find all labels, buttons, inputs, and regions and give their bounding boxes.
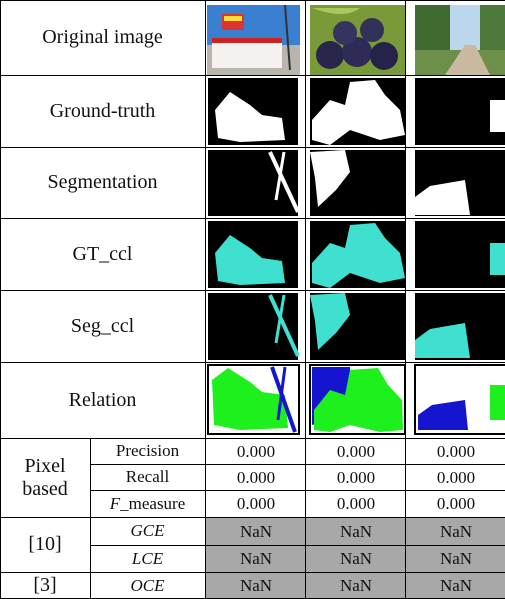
row-label: GT_ccl bbox=[0, 218, 205, 290]
metric-name: Recall bbox=[90, 464, 205, 490]
metric-value: NaN bbox=[206, 573, 306, 599]
rule bbox=[90, 438, 91, 599]
metric-value: NaN bbox=[206, 518, 306, 545]
row-label: Seg_ccl bbox=[0, 290, 205, 362]
rule bbox=[0, 0, 1, 599]
metric-value: 0.000 bbox=[406, 439, 505, 464]
metric-name: Precision bbox=[90, 438, 205, 464]
metric-name-text: Recall bbox=[126, 467, 169, 487]
metric-value: 0.000 bbox=[306, 491, 406, 517]
metric-value: 0.000 bbox=[306, 465, 406, 490]
rule bbox=[205, 0, 206, 599]
metric-value: NaN bbox=[306, 546, 406, 572]
metric-value: NaN bbox=[306, 518, 406, 545]
metric-value: 0.000 bbox=[206, 439, 306, 464]
metric-name-italic: GCE bbox=[131, 521, 165, 541]
metric-value: 0.000 bbox=[206, 491, 306, 517]
metric-name-text: Precision bbox=[116, 441, 179, 461]
group-label: [10] bbox=[0, 517, 90, 572]
metric-value: NaN bbox=[406, 546, 505, 572]
rule bbox=[405, 0, 406, 599]
metric-name: F_measure bbox=[90, 490, 205, 517]
rule bbox=[0, 0, 505, 1]
metric-name: LCE bbox=[90, 545, 205, 572]
metric-name-text: _measure bbox=[120, 494, 185, 514]
photo-2 bbox=[310, 5, 405, 75]
photo-1 bbox=[207, 5, 300, 75]
rule bbox=[305, 0, 306, 599]
rule bbox=[0, 75, 505, 76]
metric-value: 0.000 bbox=[306, 439, 406, 464]
row-label: Segmentation bbox=[0, 147, 205, 218]
metric-value: 0.000 bbox=[406, 465, 505, 490]
metric-value: NaN bbox=[406, 518, 505, 545]
photo-3 bbox=[415, 5, 505, 75]
table-figure: Original imageGround-truthSegmentationGT… bbox=[0, 0, 505, 599]
metric-value: 0.000 bbox=[206, 465, 306, 490]
metric-name-italic: LCE bbox=[132, 549, 163, 569]
row-label: Relation bbox=[0, 362, 205, 438]
metric-name: GCE bbox=[90, 517, 205, 545]
metric-name: OCE bbox=[90, 572, 205, 599]
metric-value: 0.000 bbox=[406, 491, 505, 517]
group-label: [3] bbox=[0, 572, 90, 599]
metric-value: NaN bbox=[306, 573, 406, 599]
group-label: Pixel based bbox=[0, 438, 90, 517]
row-label: Original image bbox=[0, 0, 205, 75]
rule bbox=[0, 290, 505, 291]
relation-maps bbox=[208, 365, 505, 434]
metric-name-italic: F bbox=[110, 494, 120, 514]
metric-name-italic: OCE bbox=[131, 576, 165, 596]
metric-value: NaN bbox=[406, 573, 505, 599]
row-label: Ground-truth bbox=[0, 75, 205, 147]
rule bbox=[0, 218, 505, 219]
rule bbox=[0, 362, 505, 363]
rule bbox=[0, 147, 505, 148]
metric-value: NaN bbox=[206, 546, 306, 572]
